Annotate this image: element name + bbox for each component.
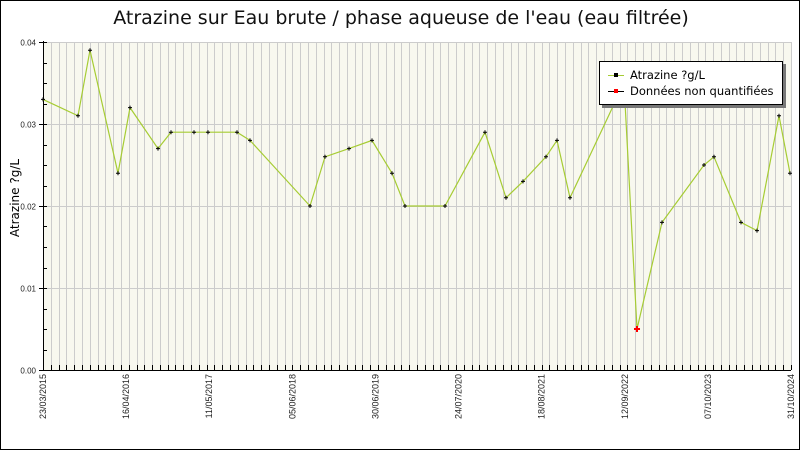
svg-text:07/10/2023: 07/10/2023 <box>703 374 713 419</box>
line-marker-icon <box>608 69 624 81</box>
legend-label: Atrazine ?g/L <box>630 68 705 82</box>
legend-item-non-quantified: Données non quantifiées <box>608 83 774 99</box>
svg-text:24/07/2020: 24/07/2020 <box>454 374 464 419</box>
legend-label: Données non quantifiées <box>630 84 774 98</box>
svg-text:31/10/2024: 31/10/2024 <box>786 374 796 419</box>
svg-text:11/05/2017: 11/05/2017 <box>204 374 214 418</box>
svg-text:0.04: 0.04 <box>20 39 36 48</box>
svg-text:30/06/2019: 30/06/2019 <box>370 374 380 419</box>
legend: Atrazine ?g/L Données non quantifiées <box>599 61 783 105</box>
red-marker-icon <box>608 85 624 97</box>
svg-text:0.02: 0.02 <box>20 203 36 212</box>
svg-text:05/06/2018: 05/06/2018 <box>287 374 297 419</box>
svg-text:23/03/2015: 23/03/2015 <box>38 374 48 419</box>
chart-title: Atrazine sur Eau brute / phase aqueuse d… <box>113 7 689 29</box>
svg-text:0.01: 0.01 <box>20 285 36 294</box>
svg-text:12/09/2022: 12/09/2022 <box>620 374 630 419</box>
svg-text:0.03: 0.03 <box>20 121 36 130</box>
svg-text:16/04/2016: 16/04/2016 <box>121 374 131 419</box>
svg-text:18/08/2021: 18/08/2021 <box>537 374 547 419</box>
legend-item-atrazine: Atrazine ?g/L <box>608 67 705 83</box>
svg-text:0.00: 0.00 <box>20 367 36 376</box>
